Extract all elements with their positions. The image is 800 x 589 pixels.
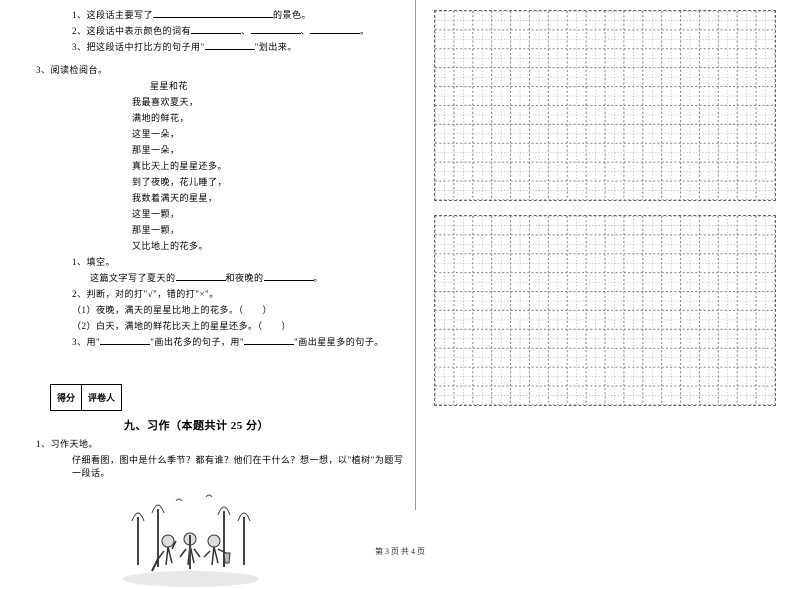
writing-grid-1[interactable]: [434, 10, 776, 201]
q1-line2: 2、这段话中表示颜色的词有 、 、 。: [54, 24, 405, 37]
text: 3、把这段话中打比方的句子用": [72, 42, 205, 52]
grader-label: 评卷人: [82, 385, 121, 410]
poem-line: 我最喜欢夏天，: [132, 95, 405, 108]
q1-line1: 1、这段话主要写了 的景色。: [54, 8, 405, 21]
fill-blank[interactable]: [205, 40, 255, 50]
text: "划出来。: [255, 42, 297, 52]
poem-line: 那里一朵，: [132, 143, 405, 156]
q3-heading: 3、阅读检阅台。: [36, 63, 405, 76]
poem-line: 这里一颗，: [132, 207, 405, 220]
writing-heading: 1、习作天地。: [36, 437, 405, 450]
text: 1、这段话主要写了: [72, 10, 153, 20]
text: 3、用": [72, 337, 100, 347]
poem-line: 到了夜晚，花儿睡了，: [132, 175, 405, 188]
text: "画出星星多的句子。: [294, 337, 384, 347]
fill-blank[interactable]: [310, 24, 360, 34]
writing-grid-2[interactable]: [434, 215, 776, 406]
fill-blank[interactable]: [251, 24, 301, 34]
poem-line: 又比地上的花多。: [132, 239, 405, 252]
section-header-row: 得分 评卷人: [54, 366, 405, 411]
sub2-heading: 2、判断，对的打"√"，错的打"×"。: [54, 287, 405, 300]
sub2-line1: （1）夜晚，满天的星星比地上的花多。（ ）: [54, 303, 405, 316]
text: 的景色。: [273, 10, 311, 20]
sub2-line2: （2）白天，满地的鲜花比天上的星星还多。（ ）: [54, 319, 405, 332]
fill-blank[interactable]: [244, 335, 294, 345]
right-column: [416, 0, 800, 510]
score-box: 得分 评卷人: [50, 384, 122, 411]
poem-line: 满地的鲜花，: [132, 111, 405, 124]
sub3-line: 3、用" "画出花多的句子，用" "画出星星多的句子。: [54, 335, 405, 348]
poem-line: 这里一朵，: [132, 127, 405, 140]
left-column: 1、这段话主要写了的景色。 2、这段话中表示颜色的词有、、。 3、把这段话中打比…: [0, 0, 416, 510]
writing-prompt: 仔细看图，图中是什么季节？都有谁？他们在干什么？想一想，以"植树"为题写一段话。: [54, 453, 405, 479]
fill-blank[interactable]: [264, 271, 314, 281]
sub1-heading: 1、填空。: [54, 255, 405, 268]
text: "画出花多的句子，用": [150, 337, 244, 347]
poem-title: 星星和花: [150, 79, 405, 92]
text: 2、这段话中表示颜色的词有: [72, 26, 191, 36]
poem-line: 那里一颗，: [132, 223, 405, 236]
q1-line3: 3、把这段话中打比方的句子用" "划出来。: [54, 40, 405, 53]
sub1-line: 这篇文字写了夏天的 和夜晚的 。: [54, 271, 405, 284]
poem-line: 真比天上的星星还多。: [132, 159, 405, 172]
fill-blank[interactable]: [176, 271, 226, 281]
page-footer: 第 3 页 共 4 页: [0, 546, 800, 557]
section-9-title: 九、习作（本题共计 25 分）: [124, 417, 269, 433]
poem-block: 星星和花 我最喜欢夏天， 满地的鲜花， 这里一朵， 那里一朵， 真比天上的星星还…: [132, 79, 405, 252]
fill-blank[interactable]: [153, 8, 273, 18]
poem-line: 我数着满天的星星，: [132, 191, 405, 204]
text: 这篇文字写了夏天的: [90, 273, 176, 283]
planting-illustration: [116, 487, 266, 587]
text: 。: [314, 273, 324, 283]
text: 、: [301, 26, 311, 36]
text: 。: [360, 26, 370, 36]
score-label: 得分: [51, 385, 82, 410]
fill-blank[interactable]: [100, 335, 150, 345]
text: 和夜晚的: [226, 273, 264, 283]
text: 、: [241, 26, 251, 36]
fill-blank[interactable]: [191, 24, 241, 34]
